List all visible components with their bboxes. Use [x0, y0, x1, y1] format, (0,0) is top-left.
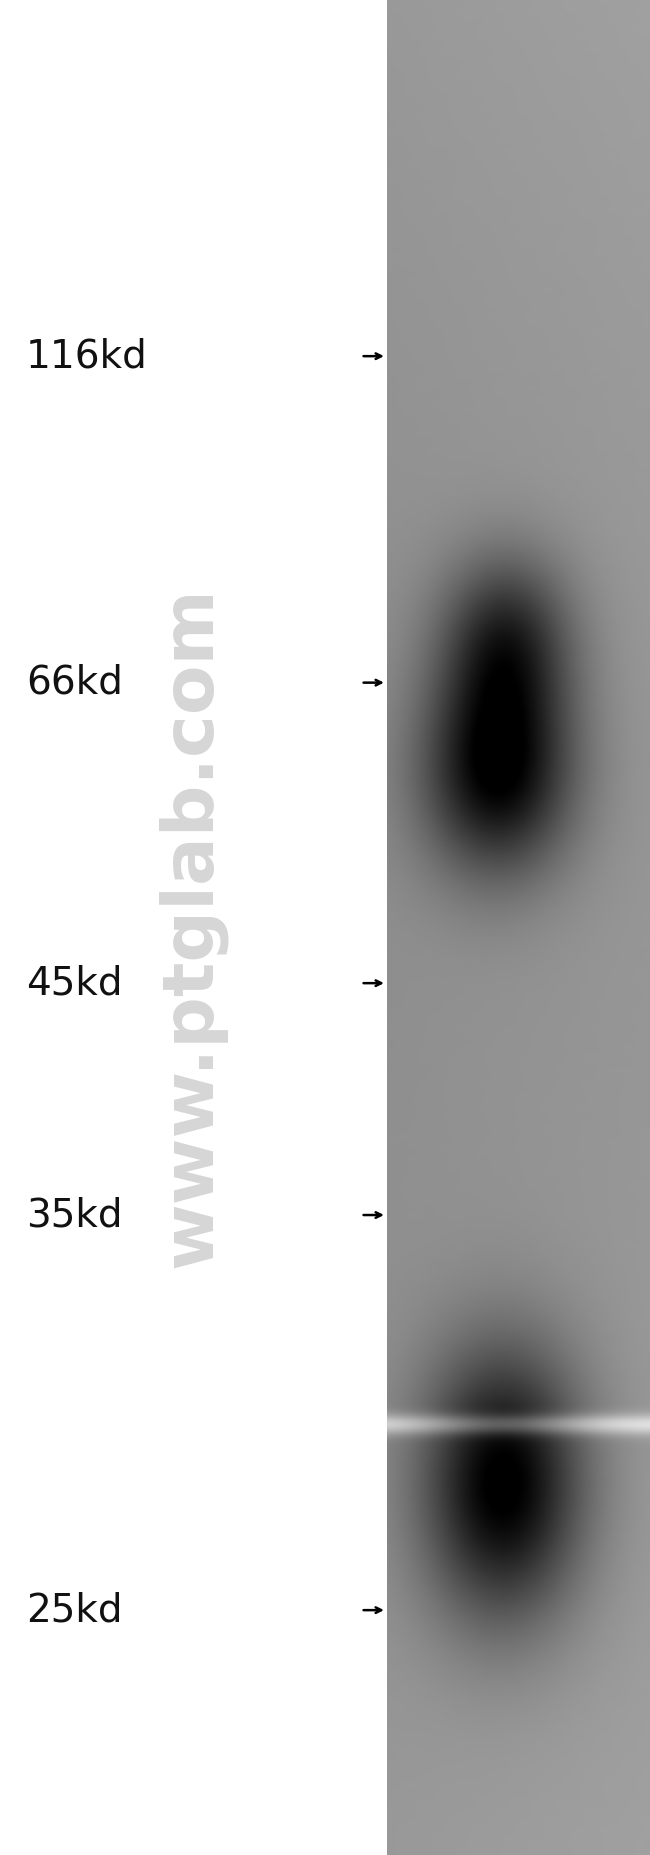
Text: www.ptglab.com: www.ptglab.com [157, 586, 226, 1269]
Text: 66kd: 66kd [26, 664, 123, 701]
Text: 25kd: 25kd [26, 1592, 122, 1629]
Text: 35kd: 35kd [26, 1196, 122, 1234]
Text: 116kd: 116kd [26, 338, 148, 375]
Text: 45kd: 45kd [26, 965, 122, 1002]
